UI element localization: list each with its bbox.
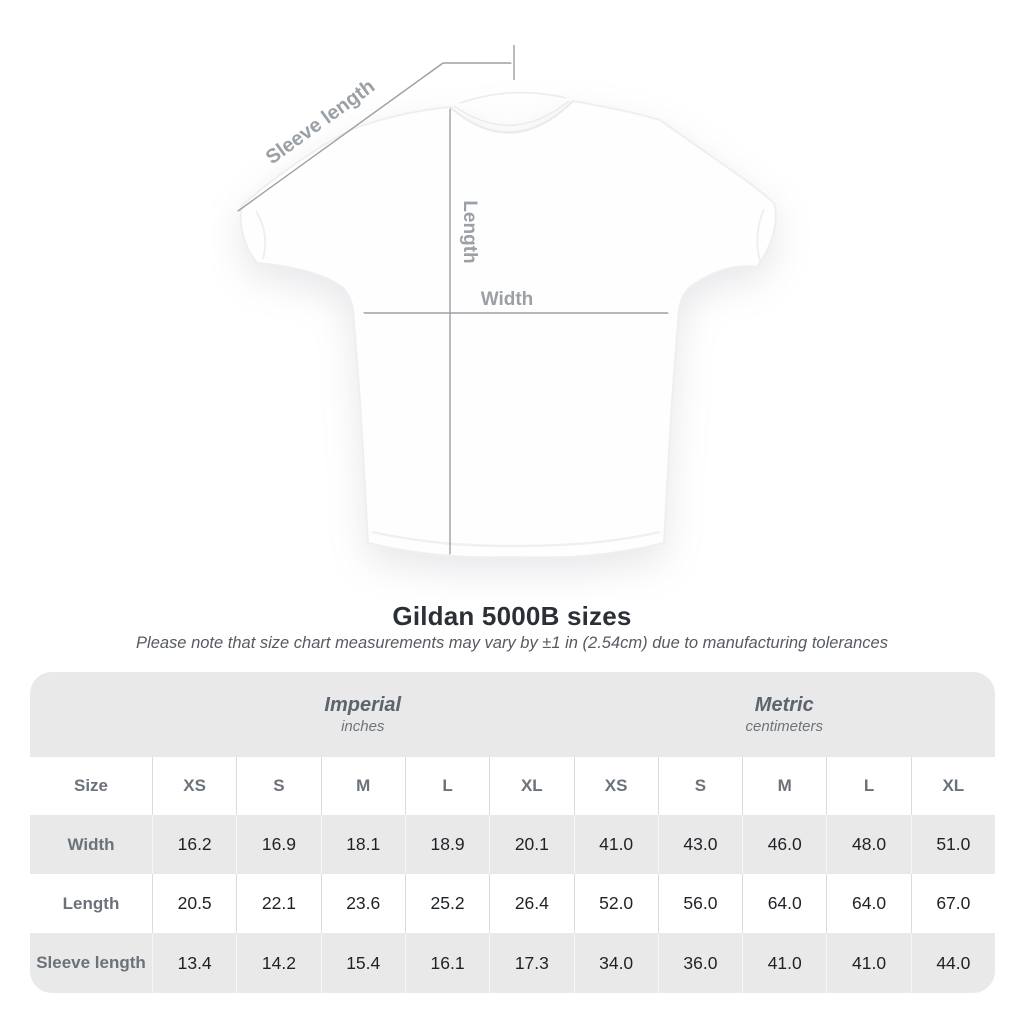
col-header: S [236, 757, 321, 815]
table-cell: 34.0 [573, 933, 658, 993]
imperial-label: Imperial [324, 693, 402, 716]
table-cell: 16.9 [236, 815, 321, 874]
table-cell: 41.0 [573, 815, 658, 874]
table-cell: 14.2 [236, 933, 321, 993]
table-cell: 22.1 [236, 874, 321, 933]
col-header: L [826, 757, 911, 815]
table-cell: 48.0 [826, 815, 911, 874]
tolerance-note: Please note that size chart measurements… [136, 634, 888, 652]
table-cell: 56.0 [657, 874, 743, 933]
table-cell: 20.1 [489, 815, 574, 874]
table-cell: 18.9 [404, 815, 490, 874]
col-header: L [404, 757, 490, 815]
row-header-sleeve-length: Sleeve length [30, 933, 152, 993]
imperial-group-header: Imperial inches [152, 672, 574, 757]
table-cell: 41.0 [742, 933, 827, 993]
measurement-arrows [238, 45, 668, 554]
metric-label: Metric [754, 693, 814, 716]
size-table: Imperial inches Metric centimeters Size … [30, 672, 995, 993]
col-header: S [657, 757, 743, 815]
row-header-width: Width [30, 815, 152, 874]
group-header-spacer [30, 672, 152, 757]
table-cell: 51.0 [910, 815, 995, 874]
col-header: XS [152, 757, 237, 815]
col-header: M [742, 757, 827, 815]
table-cell: 16.2 [152, 815, 237, 874]
table-cell: 36.0 [657, 933, 743, 993]
table-cell: 26.4 [489, 874, 574, 933]
table-cell: 16.1 [404, 933, 490, 993]
size-column-header: Size [30, 757, 152, 815]
col-header: XL [910, 757, 995, 815]
table-cell: 43.0 [657, 815, 743, 874]
table-cell: 67.0 [910, 874, 995, 933]
tshirt-measurement-diagram: Sleeve length Length Width [212, 45, 777, 559]
table-cell: 64.0 [826, 874, 911, 933]
row-header-length: Length [30, 874, 152, 933]
table-cell: 13.4 [152, 933, 237, 993]
table-cell: 46.0 [742, 815, 827, 874]
table-cell: 23.6 [320, 874, 405, 933]
table-cell: 17.3 [489, 933, 574, 993]
length-label: Length [459, 200, 480, 263]
table-cell: 15.4 [320, 933, 405, 993]
metric-units: centimeters [745, 717, 824, 735]
tshirt-graphic [239, 91, 777, 559]
col-header: XL [489, 757, 574, 815]
table-cell: 44.0 [910, 933, 995, 993]
table-cell: 64.0 [742, 874, 827, 933]
col-header: XS [573, 757, 658, 815]
imperial-units: inches [341, 717, 385, 735]
table-cell: 18.1 [320, 815, 405, 874]
width-label: Width [481, 289, 534, 310]
col-header: M [320, 757, 405, 815]
table-cell: 25.2 [404, 874, 490, 933]
table-cell: 20.5 [152, 874, 237, 933]
page-title: Gildan 5000B sizes [392, 601, 632, 631]
table-cell: 41.0 [826, 933, 911, 993]
table-cell: 52.0 [573, 874, 658, 933]
sleeve-length-arrow [238, 62, 444, 211]
metric-group-header: Metric centimeters [573, 672, 995, 757]
